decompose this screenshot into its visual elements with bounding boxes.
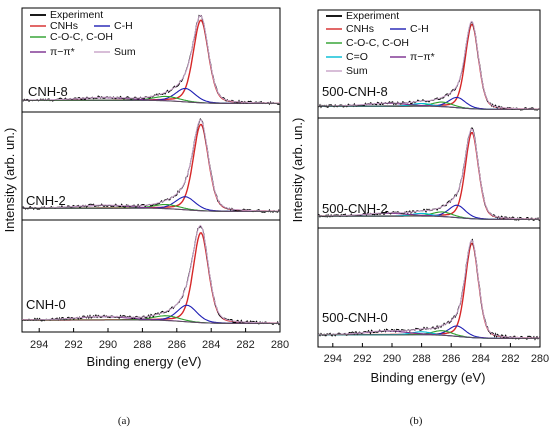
x-tick-label: 292 bbox=[64, 339, 82, 351]
legend-item: CNHs bbox=[326, 23, 374, 35]
legend-item: C=O bbox=[326, 51, 368, 63]
legend-item: C-H bbox=[390, 23, 429, 35]
x-tick-label: 288 bbox=[133, 339, 151, 351]
background-line bbox=[22, 207, 280, 212]
legend-item: CNHs bbox=[30, 20, 78, 32]
legend-label: Experiment bbox=[50, 9, 103, 21]
background-line bbox=[22, 319, 280, 324]
legend-item: Experiment bbox=[326, 10, 399, 22]
plot-frame bbox=[317, 9, 541, 348]
panel-a-xlabel: Binding energy (eV) bbox=[87, 354, 202, 369]
sum-line bbox=[22, 119, 280, 212]
x-tick-label: 286 bbox=[168, 339, 186, 351]
legend-label: π−π* bbox=[50, 46, 75, 58]
background-line bbox=[318, 334, 540, 339]
sample-label: 500-CNH-8 bbox=[322, 84, 388, 99]
panel-b: Intensity (arb. un.) Binding energy (eV)… bbox=[290, 9, 549, 427]
sample-label: CNH-0 bbox=[26, 297, 66, 312]
panel-b-caption: (b) bbox=[410, 415, 423, 427]
sample-label: CNH-2 bbox=[26, 193, 66, 208]
legend-label: π−π* bbox=[410, 51, 435, 63]
legend-label: C=O bbox=[346, 51, 368, 63]
panel-b-xlabel: Binding energy (eV) bbox=[371, 370, 486, 385]
x-tick-label: 286 bbox=[442, 353, 460, 365]
x-tick-label: 294 bbox=[324, 353, 342, 365]
legend-label: Sum bbox=[346, 65, 368, 77]
panel-a-caption: (a) bbox=[118, 415, 131, 427]
legend-label: C-H bbox=[410, 23, 429, 35]
legend-item: Experiment bbox=[30, 9, 103, 21]
x-tick-label: 290 bbox=[383, 353, 401, 365]
subplot-3: CNH-0 bbox=[21, 224, 281, 326]
legend-item: π−π* bbox=[390, 51, 435, 63]
legend-item: C-H bbox=[94, 20, 133, 32]
panel-a-ylabel: Intensity (arb. un.) bbox=[2, 128, 17, 233]
x-tick-label: 292 bbox=[353, 353, 371, 365]
legend-item: C-O-C, C-OH bbox=[326, 37, 409, 49]
sum-line bbox=[318, 239, 540, 339]
legend-label: Sum bbox=[114, 46, 136, 58]
legend-label: C-H bbox=[114, 20, 133, 32]
subplot-1: 500-CNH-8 bbox=[317, 20, 541, 111]
legend-item: Sum bbox=[326, 65, 368, 77]
subplot-3: 500-CNH-0 bbox=[317, 238, 541, 341]
subplot-2: 500-CNH-2 bbox=[317, 127, 541, 222]
subplot-2: CNH-2 bbox=[21, 118, 281, 214]
panel-b-ylabel: Intensity (arb. un.) bbox=[290, 118, 305, 223]
experiment-line bbox=[21, 118, 281, 214]
legend-item: Sum bbox=[94, 46, 136, 58]
panel-a: Intensity (arb. un.) Binding energy (eV)… bbox=[2, 7, 289, 427]
x-tick-label: 284 bbox=[202, 339, 220, 351]
legend-label: C-O-C, C-OH bbox=[50, 31, 113, 43]
plot-frame bbox=[21, 7, 281, 333]
x-tick-label: 280 bbox=[531, 353, 549, 365]
x-tick-label: 290 bbox=[99, 339, 117, 351]
background-line bbox=[318, 215, 540, 220]
legend-label: Experiment bbox=[346, 10, 399, 22]
legend-label: C-O-C, C-OH bbox=[346, 37, 409, 49]
sum-line bbox=[318, 20, 540, 110]
background-line bbox=[22, 100, 280, 104]
x-tick-label: 280 bbox=[271, 339, 289, 351]
sample-label: 500-CNH-0 bbox=[322, 310, 388, 325]
background-line bbox=[318, 105, 540, 110]
legend-item: C-O-C, C-OH bbox=[30, 31, 113, 43]
sum-line bbox=[318, 128, 540, 220]
legend-label: CNHs bbox=[50, 20, 78, 32]
sample-label: CNH-8 bbox=[28, 84, 68, 99]
sample-label: 500-CNH-2 bbox=[322, 201, 388, 216]
x-tick-label: 282 bbox=[501, 353, 519, 365]
x-tick-label: 288 bbox=[412, 353, 430, 365]
sum-line bbox=[22, 224, 280, 324]
x-tick-label: 282 bbox=[236, 339, 254, 351]
x-tick-label: 284 bbox=[472, 353, 490, 365]
legend-label: CNHs bbox=[346, 23, 374, 35]
x-tick-label: 294 bbox=[30, 339, 48, 351]
subplot-1: CNH-8 bbox=[21, 14, 281, 106]
legend-item: π−π* bbox=[30, 46, 75, 58]
sum-line bbox=[22, 14, 280, 104]
